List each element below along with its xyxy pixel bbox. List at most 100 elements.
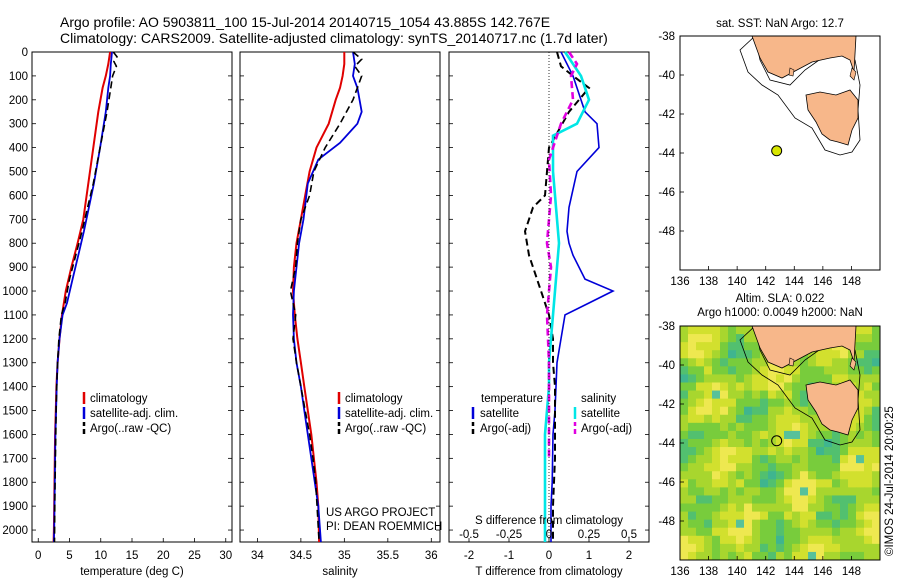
salinity-satellite-diff-line <box>543 51 591 542</box>
sla-cell <box>840 527 849 537</box>
depth-tick-label: 1000 <box>2 286 28 298</box>
lat-tick-label: -40 <box>658 70 675 82</box>
sla-cell <box>776 543 785 553</box>
sla-cell <box>856 551 865 560</box>
sla-cell <box>744 447 753 456</box>
sla-cell <box>856 527 865 537</box>
sla-cell <box>864 495 873 505</box>
sla-cell <box>864 551 873 560</box>
sla-cell <box>856 511 865 521</box>
sla-cell <box>824 447 833 456</box>
x-tick-label: 34.5 <box>290 550 312 562</box>
sla-cell <box>856 519 865 529</box>
sla-cell <box>872 447 880 456</box>
sla-cell <box>816 374 825 383</box>
sla-cell <box>744 527 753 537</box>
sla-cell <box>856 455 865 464</box>
sla-cell <box>744 463 753 472</box>
lon-tick-label: 148 <box>842 276 861 288</box>
sla-cell <box>864 374 873 383</box>
sla-cell <box>712 334 721 343</box>
sla-cell <box>792 463 801 472</box>
sla-cell <box>688 382 697 392</box>
sla-cell <box>680 455 689 464</box>
sla-cell <box>760 382 769 392</box>
sla-cell <box>856 350 865 359</box>
sla-cell <box>752 455 761 464</box>
sla-cell <box>752 414 761 424</box>
sla-cell <box>736 350 745 359</box>
depth-tick-label: 700 <box>9 214 28 226</box>
sla-cell <box>736 455 745 464</box>
sla-cell <box>728 503 737 513</box>
sla-cell <box>792 519 801 529</box>
sla-cell <box>872 382 880 392</box>
sla-cell <box>728 358 737 367</box>
salinity-legend: climatology satellite-adj. clim. Argo(..… <box>326 392 442 533</box>
sla-cell <box>856 374 865 383</box>
sla-cell <box>688 479 697 488</box>
lon-tick-label: 136 <box>670 566 689 578</box>
sla-cell <box>768 503 777 513</box>
sla-cell <box>696 438 705 448</box>
sla-cell <box>752 382 761 392</box>
sla-cell <box>816 519 825 529</box>
sla-map-lon-ticks: 136 138 140 142 144 146 148 <box>670 556 861 578</box>
sla-cell <box>824 479 833 488</box>
climatology-line <box>52 51 112 543</box>
lat-tick-label: -46 <box>658 187 675 199</box>
sla-cell <box>728 390 737 400</box>
sla-cell <box>816 551 825 560</box>
sla-cell <box>768 398 777 408</box>
sla-cell <box>872 479 880 488</box>
sla-cell <box>680 535 689 545</box>
imos-side-label: ©IMOS 24-Jul-2014 20:00:25 <box>884 406 896 556</box>
sla-cell <box>688 495 697 505</box>
sla-cell <box>712 414 721 424</box>
sla-cell <box>840 471 849 480</box>
sla-cell <box>688 334 697 343</box>
legend-title-salinity: salinity <box>581 393 616 405</box>
sla-cell <box>696 382 705 392</box>
sla-cell <box>856 414 865 424</box>
sla-cell <box>800 479 809 488</box>
sla-cell <box>752 398 761 408</box>
sla-cell <box>744 414 753 424</box>
flinders-island <box>849 357 857 371</box>
sla-cell <box>712 366 721 375</box>
sla-cell <box>768 495 777 505</box>
sla-cell <box>848 479 857 488</box>
x2-tick-label: -0.25 <box>496 529 522 541</box>
sla-cell <box>712 438 721 448</box>
sla-cell <box>824 438 833 448</box>
sla-cell <box>776 398 785 408</box>
sla-cell <box>720 535 729 545</box>
lat-tick-label: -44 <box>658 438 675 450</box>
figure-title-line2: Climatology: CARS2009. Satellite-adjuste… <box>60 30 608 46</box>
sla-cell <box>840 511 849 521</box>
sla-cell <box>832 471 841 480</box>
sla-cell <box>696 358 705 367</box>
sla-cell <box>784 511 793 521</box>
sla-cell <box>680 342 689 351</box>
sla-cell <box>752 366 761 375</box>
sla-cell <box>840 438 849 448</box>
x-tick-label: 35 <box>338 550 351 562</box>
sla-cell <box>696 511 705 521</box>
sla-cell <box>872 366 880 375</box>
sla-cell <box>744 471 753 480</box>
sla-cell <box>800 487 809 496</box>
sla-cell <box>856 334 865 343</box>
sla-cell <box>680 358 689 367</box>
sla-cell <box>832 463 841 472</box>
sla-cell <box>840 374 849 383</box>
sla-cell <box>872 519 880 529</box>
sla-cell <box>784 430 793 440</box>
sla-cell <box>704 527 713 537</box>
lat-tick-label: -40 <box>658 360 675 372</box>
temperature-xlabel: temperature (deg C) <box>80 566 184 578</box>
sla-cell <box>856 422 865 432</box>
sla-cell <box>856 430 865 440</box>
sla-cell <box>728 495 737 505</box>
sla-cell <box>744 430 753 440</box>
